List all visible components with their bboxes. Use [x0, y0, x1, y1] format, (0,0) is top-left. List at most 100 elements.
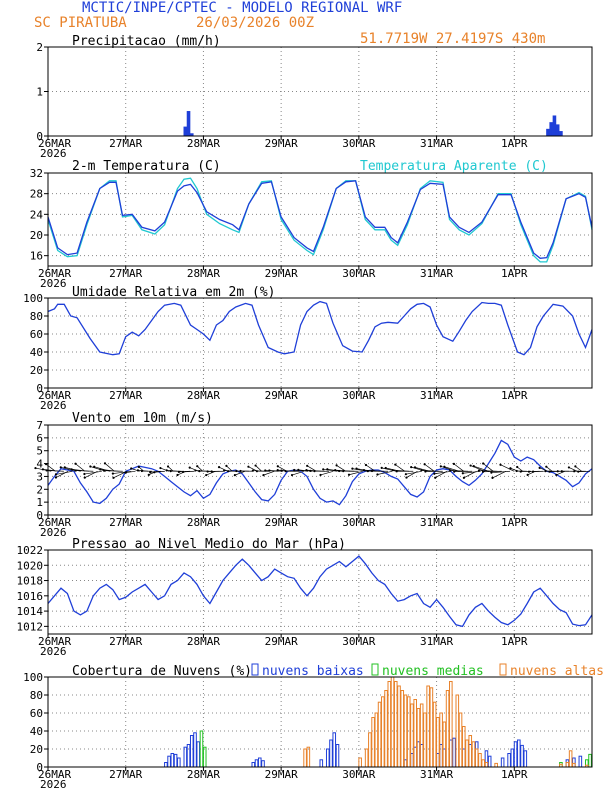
- wind-vector-head: [74, 462, 77, 465]
- wind-vector-head: [297, 468, 300, 471]
- x-tick-label: 30MAR: [342, 768, 375, 781]
- wind-vector-head: [574, 465, 577, 468]
- wind-vector: [55, 470, 73, 475]
- bar-nuvens-altas: [481, 759, 485, 768]
- x-tick-label: 27MAR: [109, 267, 142, 280]
- wind-vector-head: [433, 472, 436, 475]
- wind-vector-head: [305, 468, 308, 472]
- bar-nuvens-altas: [455, 694, 460, 768]
- wind-vector: [336, 465, 347, 472]
- wind-vector: [405, 470, 422, 475]
- bar-nuvens-baixas: [261, 760, 265, 768]
- wind-vector: [568, 467, 578, 472]
- wind-vector-head: [217, 466, 221, 469]
- wind-vector-head: [255, 470, 259, 473]
- bar-nuvens-altas: [364, 748, 369, 768]
- y-tick-label: 60: [30, 707, 43, 720]
- wind-vector-head: [351, 467, 354, 470]
- bar-nuvens-baixas: [257, 757, 262, 768]
- plot-frame: [47, 46, 593, 137]
- wind-vector: [104, 463, 115, 472]
- plot-frame: [47, 676, 593, 768]
- x-tick-label: 30MAR: [342, 635, 375, 648]
- bar-nuvens-medias: [202, 746, 207, 768]
- x-year-label: 2026: [40, 399, 67, 412]
- bar-nuvens-baixas: [193, 732, 197, 768]
- bar-nuvens-altas: [381, 696, 385, 768]
- wind-vector-head: [424, 470, 427, 473]
- x-tick-label: 1APR: [501, 635, 528, 648]
- wind-vector-head: [326, 468, 329, 471]
- bar-nuvens-baixas: [513, 741, 518, 768]
- wind-vector-head: [176, 473, 179, 477]
- wind-vector-head: [560, 470, 563, 473]
- wind-vector-head: [83, 476, 86, 479]
- bar-nuvens-baixas: [167, 755, 171, 768]
- wind-vector-head: [482, 462, 485, 465]
- wind-vector: [154, 470, 165, 473]
- wind-vector-head: [149, 471, 152, 474]
- bar-nuvens-baixas: [517, 739, 521, 768]
- wind-vector-head: [527, 470, 531, 473]
- y-tick-label: 4: [36, 458, 43, 471]
- wind-vector-head: [452, 462, 456, 465]
- wind-vector-head: [519, 470, 522, 473]
- wind-vector-head: [41, 468, 45, 471]
- bar-nuvens-baixas: [452, 737, 456, 768]
- wind-vector: [395, 464, 406, 472]
- wind-vector-head: [376, 473, 379, 476]
- x-year-label: 2026: [40, 277, 67, 290]
- x-tick-label: 1APR: [501, 516, 528, 529]
- wind-vector-head: [573, 470, 576, 473]
- legend-label: nuvens medias: [382, 664, 484, 679]
- wind-vector-head: [264, 469, 267, 472]
- bar-nuvens-baixas: [189, 735, 194, 768]
- wind-vector: [575, 466, 582, 472]
- y-tick-label: 32: [30, 167, 43, 180]
- wind-vector-head: [235, 469, 238, 473]
- bar-nuvens-altas: [436, 717, 440, 768]
- wind-vector-head: [206, 470, 209, 473]
- bar-nuvens-altas: [393, 681, 398, 768]
- bar-nuvens-baixas: [510, 748, 515, 768]
- bar-nuvens-altas: [397, 685, 401, 768]
- wind-vector-head: [205, 473, 208, 477]
- x-tick-label: 31MAR: [420, 768, 453, 781]
- wind-vector: [269, 470, 283, 472]
- y-tick-label: 100: [23, 671, 43, 684]
- wind-vector: [473, 465, 490, 472]
- wind-vector-head: [469, 464, 472, 467]
- y-tick-label: 2: [36, 483, 43, 496]
- panel-title: Pressao ao Nivel Medio do Mar (hPa): [72, 537, 346, 552]
- bar-nuvens-altas: [406, 696, 411, 768]
- wind-vector-head: [515, 469, 518, 473]
- bar-nuvens-altas: [384, 690, 388, 768]
- wind-vector-head: [225, 464, 228, 467]
- wind-vector: [539, 467, 549, 472]
- bar-nuvens-altas: [400, 690, 405, 768]
- bar-nuvens-baixas: [251, 762, 256, 768]
- bar-nuvens-altas: [390, 676, 395, 768]
- wind-vector-head: [124, 471, 127, 474]
- bar-nuvens-altas: [410, 703, 414, 768]
- panel-3: 0 20 40 60 80 100 26MAR 27MAR 28MAR 29MAR 30MAR 31M…: [23, 285, 593, 412]
- wind-vector-head: [210, 470, 213, 473]
- wind-vector-head: [347, 473, 351, 476]
- wind-vector-head: [247, 465, 250, 468]
- wind-vector: [365, 464, 376, 472]
- legend-swatch: [251, 663, 259, 676]
- plot-frame: [47, 549, 593, 635]
- bar-nuvens-altas: [429, 687, 434, 768]
- x-tick-label: 27MAR: [109, 137, 142, 150]
- wind-vector-head: [198, 470, 201, 473]
- wind-vector-head: [410, 466, 413, 469]
- panel-5: 1012 1014 1016 1018 1020 1022 26MAR 27MAR 28MAR 2…: [17, 537, 593, 658]
- bar-nuvens-baixas: [487, 755, 492, 768]
- x-tick-label: 31MAR: [420, 389, 453, 402]
- bar-nuvens-altas: [474, 748, 479, 768]
- y-tick-label: 1012: [17, 620, 44, 633]
- wind-vector: [75, 463, 86, 472]
- x-tick-label: 31MAR: [420, 635, 453, 648]
- wind-vector-head: [453, 470, 456, 473]
